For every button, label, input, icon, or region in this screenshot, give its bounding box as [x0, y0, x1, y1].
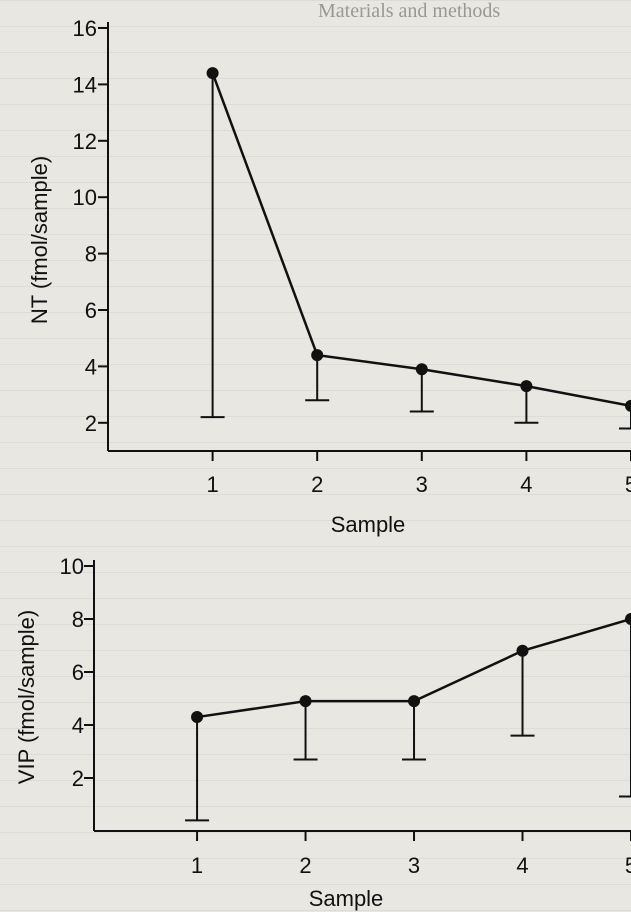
data-point	[299, 695, 312, 708]
error-bars	[200, 73, 631, 430]
data-point	[516, 644, 529, 657]
data-points	[191, 613, 631, 724]
x-axis-title: Sample	[331, 512, 406, 537]
y-tick-label: 12	[73, 129, 97, 154]
y-axis-title: NT (fmol/sample)	[27, 156, 52, 324]
data-points	[206, 67, 631, 412]
y-tick-label: 6	[85, 298, 97, 323]
y-tick-label: 4	[85, 354, 97, 379]
data-point	[206, 67, 219, 80]
y-tick-label: 2	[72, 766, 84, 791]
y-axis-ticks: 2 4 6 8 10	[60, 554, 94, 791]
x-tick-label: 3	[416, 472, 428, 497]
x-tick-label: 1	[191, 853, 203, 878]
x-tick-label: 3	[408, 853, 420, 878]
y-tick-label: 8	[72, 607, 84, 632]
x-tick-label: 2	[299, 853, 311, 878]
data-point	[415, 363, 428, 376]
x-tick-label: 4	[516, 853, 528, 878]
y-tick-label: 4	[72, 713, 84, 738]
x-tick-label: 5	[625, 853, 631, 878]
y-tick-label: 6	[72, 660, 84, 685]
x-axis-ticks: 1 2 3 4 5	[206, 451, 631, 497]
data-point	[520, 380, 533, 393]
data-point	[625, 399, 631, 412]
y-tick-label: 14	[73, 72, 97, 97]
y-tick-label: 16	[73, 16, 97, 41]
x-tick-label: 4	[520, 472, 532, 497]
x-axis-ticks: 1 2 3 4 5	[191, 831, 631, 878]
data-point	[311, 349, 324, 362]
x-tick-label: 2	[311, 472, 323, 497]
y-tick-label: 10	[73, 185, 97, 210]
x-axis-title: Sample	[309, 886, 384, 911]
data-point	[408, 695, 421, 708]
background-heading: Materials and methods	[318, 0, 501, 22]
x-tick-label: 1	[206, 472, 218, 497]
data-point	[191, 711, 204, 724]
data-point	[625, 613, 631, 625]
series-line	[211, 72, 631, 408]
y-axis-title: VIP (fmol/sample)	[14, 610, 39, 784]
y-tick-label: 8	[85, 242, 97, 267]
x-tick-label: 5	[625, 472, 631, 497]
y-tick-label: 10	[60, 554, 84, 579]
y-axis-ticks: 2 4 6 8 10 12 14 16	[73, 16, 108, 436]
y-tick-label: 2	[85, 411, 97, 436]
error-bars	[185, 619, 631, 822]
